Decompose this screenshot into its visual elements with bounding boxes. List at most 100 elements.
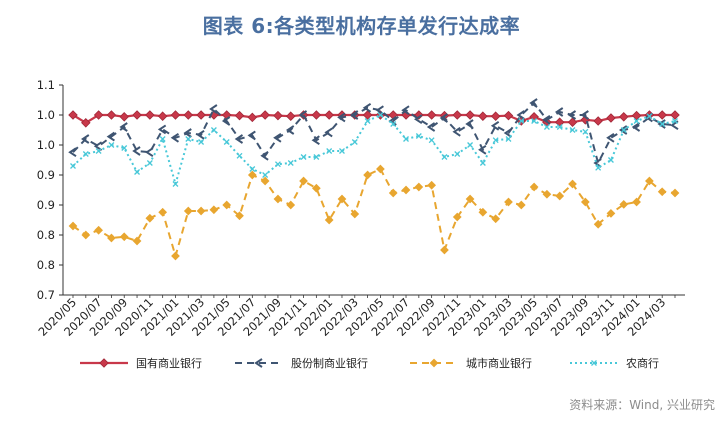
city-commercial-banks-point xyxy=(606,209,616,218)
city-commercial-banks-point xyxy=(183,206,193,216)
state-owned-banks-point xyxy=(657,110,667,120)
city-commercial-banks-point xyxy=(81,230,91,240)
rural-commercial-banks-point xyxy=(146,160,153,166)
rural-commercial-banks-point xyxy=(531,118,538,124)
rural-commercial-banks-point xyxy=(659,121,666,127)
rural-commercial-banks-point xyxy=(172,181,179,187)
state-owned-banks-point xyxy=(606,113,616,123)
joint-stock-banks-point xyxy=(196,129,205,140)
y-tick-label: 0.7 xyxy=(37,288,55,302)
joint-stock-banks-point xyxy=(183,128,192,138)
joint-stock-banks-point xyxy=(567,110,577,120)
joint-stock-banks-point xyxy=(273,132,282,143)
legend-state-owned-banks-point xyxy=(99,358,109,368)
joint-stock-banks-point xyxy=(516,110,525,120)
joint-stock-banks-point xyxy=(170,132,180,143)
state-owned-banks-point xyxy=(529,112,539,122)
city-commercial-banks-point xyxy=(107,233,116,243)
city-commercial-banks-point xyxy=(529,182,539,192)
state-owned-banks-point xyxy=(132,110,142,120)
joint-stock-banks-point xyxy=(260,150,269,161)
state-owned-banks-point xyxy=(170,110,181,120)
joint-stock-banks-point xyxy=(593,158,602,168)
rural-commercial-banks-point xyxy=(428,137,435,144)
state-owned-banks-point xyxy=(247,112,258,123)
rural-commercial-banks-point xyxy=(236,152,243,159)
state-owned-banks-point xyxy=(465,110,475,120)
city-commercial-banks-point xyxy=(555,191,565,201)
city-commercial-banks-point xyxy=(504,197,513,207)
rural-commercial-banks-point xyxy=(339,148,345,154)
x-axis: 2020/052020/072020/092020/112021/012021/… xyxy=(35,294,685,339)
rural-commercial-banks-series xyxy=(70,112,678,188)
state-owned-banks-point xyxy=(234,110,245,121)
state-owned-banks-point xyxy=(273,110,283,121)
state-owned-banks-point xyxy=(490,111,501,121)
legend-city-commercial-banks-point xyxy=(429,358,439,368)
joint-stock-banks-point xyxy=(119,122,128,132)
rural-commercial-banks-point xyxy=(403,136,409,142)
legend-item-rural-commercial-banks: 农商行 xyxy=(570,356,659,370)
joint-stock-banks-point xyxy=(362,102,372,113)
city-commercial-banks-point xyxy=(132,236,142,246)
state-owned-banks-point xyxy=(362,110,373,120)
joint-stock-banks-point xyxy=(81,134,90,144)
city-commercial-banks-point xyxy=(145,213,155,223)
city-commercial-banks-point xyxy=(645,176,654,186)
joint-stock-banks-point xyxy=(465,119,474,129)
city-commercial-banks-series xyxy=(68,164,680,261)
rural-commercial-banks-point xyxy=(159,136,166,142)
joint-stock-banks-point xyxy=(311,135,320,146)
rural-commercial-banks-point xyxy=(70,163,76,169)
city-commercial-banks-point xyxy=(388,188,398,198)
rural-commercial-banks-point xyxy=(479,160,486,166)
rural-commercial-banks-point xyxy=(518,118,525,124)
state-owned-banks-point xyxy=(567,117,578,127)
joint-stock-banks-point xyxy=(247,130,256,141)
city-commercial-banks-point xyxy=(440,245,449,255)
rural-commercial-banks-point xyxy=(607,157,614,163)
city-commercial-banks-point xyxy=(337,194,347,204)
rural-commercial-banks-point xyxy=(134,169,141,175)
rural-commercial-banks-point xyxy=(108,142,115,148)
joint-stock-banks-point xyxy=(478,144,487,155)
chart-title: 图表 6:各类型机构存单发行达成率 xyxy=(202,14,521,38)
city-commercial-banks-point xyxy=(516,200,526,210)
rural-commercial-banks-point xyxy=(121,145,128,151)
state-owned-banks-point xyxy=(93,110,104,120)
state-owned-banks-point xyxy=(145,110,155,120)
source-note: 资料来源：Wind, 兴业研究 xyxy=(569,398,715,412)
state-owned-banks-point xyxy=(81,118,91,128)
legend: 国有商业银行 股份制商业银行 城市商业银行 农商行 xyxy=(80,356,659,370)
city-commercial-banks-point xyxy=(324,215,334,225)
joint-stock-banks-point xyxy=(503,128,513,138)
legend-item-state-owned-banks: 国有商业银行 xyxy=(80,356,202,370)
state-owned-banks-point xyxy=(260,110,270,120)
y-tick-label: 0.9 xyxy=(37,168,55,182)
rural-commercial-banks-point xyxy=(595,164,602,171)
city-commercial-banks-point xyxy=(401,185,411,195)
rural-commercial-banks-point xyxy=(672,118,678,124)
city-commercial-banks-point xyxy=(427,180,437,190)
joint-stock-banks-point xyxy=(452,126,461,137)
city-commercial-banks-point xyxy=(299,176,308,186)
city-commercial-banks-point xyxy=(568,179,577,189)
rural-commercial-banks-point xyxy=(326,148,333,154)
joint-stock-banks-point xyxy=(337,112,346,123)
rural-commercial-banks-point xyxy=(287,160,294,166)
joint-stock-banks-point xyxy=(375,105,384,116)
joint-stock-banks-point xyxy=(106,131,115,142)
state-owned-banks-point xyxy=(324,110,334,120)
rural-commercial-banks-point xyxy=(274,161,281,168)
y-tick-label: 1.0 xyxy=(37,138,55,152)
city-commercial-banks-point xyxy=(465,194,475,204)
rural-commercial-banks-point xyxy=(185,136,192,142)
city-commercial-banks-point xyxy=(171,251,180,261)
joint-stock-banks-point xyxy=(157,124,167,135)
city-commercial-banks-point xyxy=(247,170,257,180)
joint-stock-banks-point xyxy=(580,110,589,120)
joint-stock-banks-point xyxy=(606,132,615,143)
joint-stock-banks-point xyxy=(93,141,103,152)
y-tick-label: 0.9 xyxy=(37,198,55,212)
